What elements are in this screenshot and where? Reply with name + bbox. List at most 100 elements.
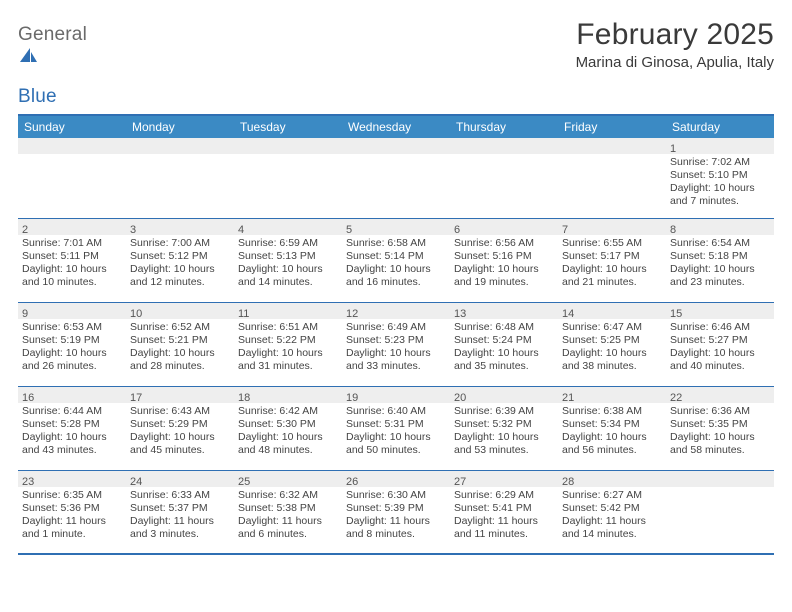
cell-body: Sunrise: 6:29 AMSunset: 5:41 PMDaylight:… (450, 487, 558, 544)
sunrise-text: Sunrise: 6:36 AM (670, 405, 770, 418)
cell-body: Sunrise: 6:59 AMSunset: 5:13 PMDaylight:… (234, 235, 342, 292)
calendar-cell (342, 138, 450, 218)
sunrise-text: Sunrise: 6:30 AM (346, 489, 446, 502)
day-number: 25 (238, 476, 250, 488)
sunrise-text: Sunrise: 6:56 AM (454, 237, 554, 250)
daylight-text: Daylight: 11 hours and 6 minutes. (238, 515, 338, 541)
daynum-bar: 21 (558, 387, 666, 403)
day-number: 22 (670, 392, 682, 404)
sunset-text: Sunset: 5:25 PM (562, 334, 662, 347)
sunset-text: Sunset: 5:34 PM (562, 418, 662, 431)
sunrise-text: Sunrise: 7:02 AM (670, 156, 770, 169)
weekday-col: Sunday (18, 116, 126, 138)
daylight-text: Daylight: 10 hours and 45 minutes. (130, 431, 230, 457)
weekday-col: Monday (126, 116, 234, 138)
day-number: 19 (346, 392, 358, 404)
calendar-cell: 7Sunrise: 6:55 AMSunset: 5:17 PMDaylight… (558, 218, 666, 302)
daynum-bar: 11 (234, 303, 342, 319)
calendar-cell: 27Sunrise: 6:29 AMSunset: 5:41 PMDayligh… (450, 470, 558, 554)
daynum-bar: 13 (450, 303, 558, 319)
calendar-cell (666, 470, 774, 554)
sunset-text: Sunset: 5:19 PM (22, 334, 122, 347)
calendar-cell: 1Sunrise: 7:02 AMSunset: 5:10 PMDaylight… (666, 138, 774, 218)
daynum-bar: 28 (558, 471, 666, 487)
cell-body (234, 154, 342, 158)
sunset-text: Sunset: 5:21 PM (130, 334, 230, 347)
calendar-cell (558, 138, 666, 218)
cell-body (450, 154, 558, 158)
cell-body: Sunrise: 6:27 AMSunset: 5:42 PMDaylight:… (558, 487, 666, 544)
sunrise-text: Sunrise: 6:40 AM (346, 405, 446, 418)
sunrise-text: Sunrise: 6:58 AM (346, 237, 446, 250)
daynum-bar: 27 (450, 471, 558, 487)
sunrise-text: Sunrise: 6:48 AM (454, 321, 554, 334)
daylight-text: Daylight: 10 hours and 50 minutes. (346, 431, 446, 457)
daynum-bar: 18 (234, 387, 342, 403)
cell-body: Sunrise: 6:35 AMSunset: 5:36 PMDaylight:… (18, 487, 126, 544)
sunset-text: Sunset: 5:17 PM (562, 250, 662, 263)
cell-body: Sunrise: 6:47 AMSunset: 5:25 PMDaylight:… (558, 319, 666, 376)
cell-body: Sunrise: 6:58 AMSunset: 5:14 PMDaylight:… (342, 235, 450, 292)
daylight-text: Daylight: 10 hours and 53 minutes. (454, 431, 554, 457)
day-number: 24 (130, 476, 142, 488)
cell-body: Sunrise: 6:46 AMSunset: 5:27 PMDaylight:… (666, 319, 774, 376)
daynum-bar (666, 471, 774, 487)
daynum-bar: 15 (666, 303, 774, 319)
day-number: 9 (22, 308, 28, 320)
sunset-text: Sunset: 5:24 PM (454, 334, 554, 347)
sunset-text: Sunset: 5:35 PM (670, 418, 770, 431)
sunrise-text: Sunrise: 6:35 AM (22, 489, 122, 502)
brand-logo: General Blue (18, 18, 87, 108)
cell-body: Sunrise: 6:52 AMSunset: 5:21 PMDaylight:… (126, 319, 234, 376)
sunset-text: Sunset: 5:36 PM (22, 502, 122, 515)
calendar-row: 16Sunrise: 6:44 AMSunset: 5:28 PMDayligh… (18, 386, 774, 470)
sunset-text: Sunset: 5:30 PM (238, 418, 338, 431)
daynum-bar (450, 138, 558, 154)
sunrise-text: Sunrise: 6:49 AM (346, 321, 446, 334)
day-number: 11 (238, 308, 249, 320)
sunset-text: Sunset: 5:11 PM (22, 250, 122, 263)
sunset-text: Sunset: 5:41 PM (454, 502, 554, 515)
cell-body: Sunrise: 6:44 AMSunset: 5:28 PMDaylight:… (18, 403, 126, 460)
day-number: 17 (130, 392, 142, 404)
sunset-text: Sunset: 5:29 PM (130, 418, 230, 431)
daylight-text: Daylight: 10 hours and 26 minutes. (22, 347, 122, 373)
daylight-text: Daylight: 10 hours and 38 minutes. (562, 347, 662, 373)
header: General Blue February 2025 Marina di Gin… (18, 18, 774, 108)
cell-body (666, 487, 774, 491)
calendar-cell: 22Sunrise: 6:36 AMSunset: 5:35 PMDayligh… (666, 386, 774, 470)
sunrise-text: Sunrise: 6:44 AM (22, 405, 122, 418)
day-number: 28 (562, 476, 574, 488)
day-number: 21 (562, 392, 574, 404)
day-number: 20 (454, 392, 466, 404)
daylight-text: Daylight: 10 hours and 12 minutes. (130, 263, 230, 289)
daylight-text: Daylight: 10 hours and 31 minutes. (238, 347, 338, 373)
sunrise-text: Sunrise: 6:55 AM (562, 237, 662, 250)
calendar-table: Sunday Monday Tuesday Wednesday Thursday… (18, 116, 774, 554)
daynum-bar: 19 (342, 387, 450, 403)
daynum-bar: 12 (342, 303, 450, 319)
sunrise-text: Sunrise: 6:54 AM (670, 237, 770, 250)
calendar-cell: 28Sunrise: 6:27 AMSunset: 5:42 PMDayligh… (558, 470, 666, 554)
sunset-text: Sunset: 5:22 PM (238, 334, 338, 347)
calendar-cell: 20Sunrise: 6:39 AMSunset: 5:32 PMDayligh… (450, 386, 558, 470)
weekday-col: Wednesday (342, 116, 450, 138)
sunrise-text: Sunrise: 6:47 AM (562, 321, 662, 334)
weekday-col: Friday (558, 116, 666, 138)
cell-body: Sunrise: 6:54 AMSunset: 5:18 PMDaylight:… (666, 235, 774, 292)
calendar-cell: 14Sunrise: 6:47 AMSunset: 5:25 PMDayligh… (558, 302, 666, 386)
weekday-header: Sunday Monday Tuesday Wednesday Thursday… (18, 116, 774, 138)
sunset-text: Sunset: 5:38 PM (238, 502, 338, 515)
daylight-text: Daylight: 10 hours and 16 minutes. (346, 263, 446, 289)
calendar-page: General Blue February 2025 Marina di Gin… (0, 0, 792, 555)
cell-body (18, 154, 126, 158)
daylight-text: Daylight: 10 hours and 10 minutes. (22, 263, 122, 289)
cell-body (558, 154, 666, 158)
title-block: February 2025 Marina di Ginosa, Apulia, … (576, 18, 774, 71)
daynum-bar (234, 138, 342, 154)
daynum-bar: 16 (18, 387, 126, 403)
cell-body: Sunrise: 6:39 AMSunset: 5:32 PMDaylight:… (450, 403, 558, 460)
cell-body: Sunrise: 7:01 AMSunset: 5:11 PMDaylight:… (18, 235, 126, 292)
day-number: 15 (670, 308, 682, 320)
cell-body: Sunrise: 6:42 AMSunset: 5:30 PMDaylight:… (234, 403, 342, 460)
